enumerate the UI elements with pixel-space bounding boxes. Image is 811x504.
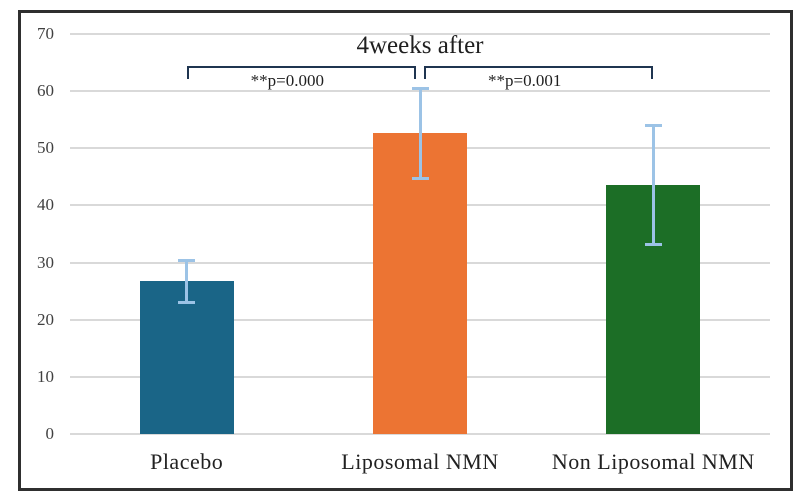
y-axis-tick-label-60: 60 [37,81,54,101]
error-bar-cap-top-placebo [178,259,196,263]
y-axis-tick-label-70: 70 [37,24,54,43]
y-axis-tick-label-40: 40 [37,195,54,215]
y-axis-tick-label-20: 20 [37,309,54,329]
y-axis-tick-label-10: 10 [37,366,54,386]
p-value-label-2: **p=0.001 [487,71,562,90]
significance-bracket-1 [186,66,416,79]
bar-placebo [139,281,234,434]
error-bar-liposomal-nmn [418,87,422,180]
error-bar-cap-top-non-liposomal-nmn [644,123,662,127]
error-bar-cap-bottom-liposomal-nmn [411,177,429,181]
x-axis-label-liposomal-nmn: Liposomal NMN [341,449,499,474]
bar-liposomal-nmn [373,133,467,434]
y-axis-tick-label-50: 50 [37,138,54,158]
error-bar-cap-bottom-placebo [178,300,196,304]
error-bar-cap-bottom-non-liposomal-nmn [644,243,662,247]
error-bar-non-liposomal-nmn [651,124,655,246]
gridline-0 [70,433,770,435]
chart-title: 4weeks after [356,32,484,59]
chart-border [18,10,793,491]
y-axis-tick-label-30: 30 [37,252,54,272]
x-axis-label-non-liposomal-nmn: Non Liposomal NMN [551,449,755,474]
p-value-label-1: **p=0.000 [250,71,324,90]
y-axis-tick-label-0: 0 [45,424,55,443]
error-bar-placebo [185,260,189,303]
x-axis-label-placebo: Placebo [150,449,224,474]
error-bar-cap-top-liposomal-nmn [411,86,429,90]
gridline-70 [70,33,770,35]
significance-bracket-2 [424,66,654,79]
